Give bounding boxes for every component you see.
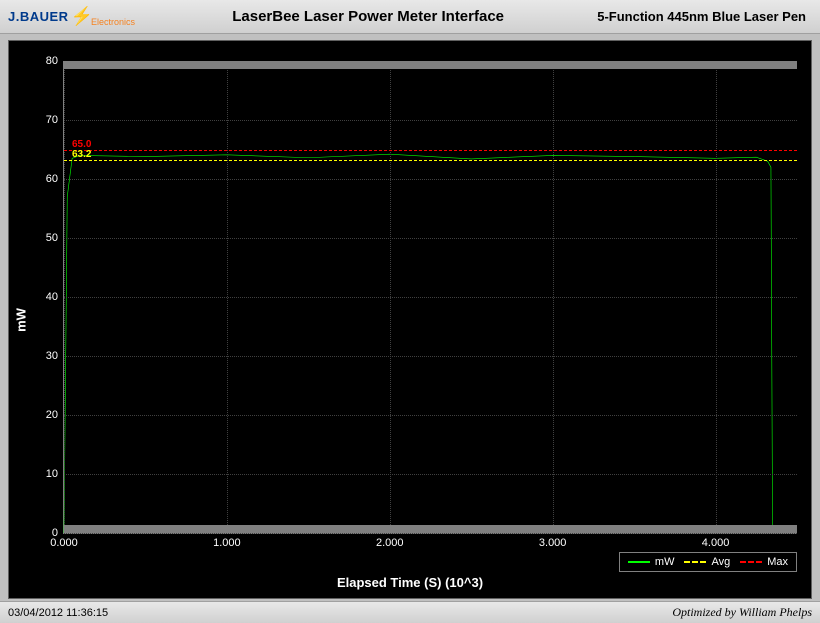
reference-line-label-max: 65.0 xyxy=(72,138,91,149)
legend-item: Max xyxy=(740,556,788,568)
x-tick-label: 3.000 xyxy=(539,533,567,549)
gridline-vertical xyxy=(553,61,554,533)
footer-timestamp: 03/04/2012 11:36:15 xyxy=(8,607,108,619)
legend-item: mW xyxy=(628,556,675,568)
logo-main-text: J.BAUER xyxy=(8,9,69,24)
gridline-horizontal xyxy=(64,120,797,121)
legend-swatch xyxy=(684,561,706,563)
y-tick-label: 70 xyxy=(46,114,64,126)
legend-swatch xyxy=(740,561,762,563)
y-tick-label: 10 xyxy=(46,468,64,480)
gridline-horizontal xyxy=(64,415,797,416)
lightning-icon: ⚡ xyxy=(71,6,93,27)
gridline-horizontal xyxy=(64,179,797,180)
chart-gray-band xyxy=(64,61,797,69)
app-subtitle: 5-Function 445nm Blue Laser Pen xyxy=(597,9,812,24)
chart-legend: mW Avg Max xyxy=(619,552,797,572)
chart-gray-band xyxy=(64,525,797,533)
y-tick-label: 50 xyxy=(46,232,64,244)
legend-label: Max xyxy=(767,556,788,568)
x-tick-label: 1.000 xyxy=(213,533,241,549)
y-axis-label: mW xyxy=(14,308,29,332)
gridline-horizontal xyxy=(64,297,797,298)
brand-logo: J.BAUER ⚡ Electronics xyxy=(8,6,139,27)
reference-line-avg: 63.2 xyxy=(64,160,797,161)
gridline-vertical xyxy=(390,61,391,533)
gridline-vertical xyxy=(716,61,717,533)
reference-line-max: 65.0 xyxy=(64,150,797,151)
legend-label: mW xyxy=(655,556,675,568)
footer-credit: Optimized by William Phelps xyxy=(672,605,812,620)
chart-container: mW 010203040506070800.0001.0002.0003.000… xyxy=(8,40,812,599)
y-tick-label: 80 xyxy=(46,55,64,67)
chart-plot-area: 010203040506070800.0001.0002.0003.0004.0… xyxy=(63,61,797,534)
gridline-horizontal xyxy=(64,474,797,475)
legend-swatch xyxy=(628,561,650,563)
gridline-vertical xyxy=(64,61,65,533)
x-tick-label: 2.000 xyxy=(376,533,404,549)
app-footer: 03/04/2012 11:36:15 Optimized by William… xyxy=(0,601,820,623)
legend-label: Avg xyxy=(711,556,730,568)
y-tick-label: 20 xyxy=(46,409,64,421)
gridline-horizontal xyxy=(64,238,797,239)
gridline-horizontal xyxy=(64,533,797,534)
chart-series-mw xyxy=(64,154,797,533)
y-tick-label: 60 xyxy=(46,173,64,185)
reference-line-label-avg: 63.2 xyxy=(72,149,91,160)
gridline-vertical xyxy=(227,61,228,533)
gridline-horizontal xyxy=(64,356,797,357)
x-tick-label: 0.000 xyxy=(50,533,78,549)
logo-sub-text: Electronics xyxy=(91,17,135,27)
legend-item: Avg xyxy=(684,556,730,568)
x-axis-label: Elapsed Time (S) (10^3) xyxy=(9,575,811,590)
app-title: LaserBee Laser Power Meter Interface xyxy=(139,8,597,25)
y-tick-label: 30 xyxy=(46,350,64,362)
y-tick-label: 40 xyxy=(46,291,64,303)
app-header: J.BAUER ⚡ Electronics LaserBee Laser Pow… xyxy=(0,0,820,34)
x-tick-label: 4.000 xyxy=(702,533,730,549)
